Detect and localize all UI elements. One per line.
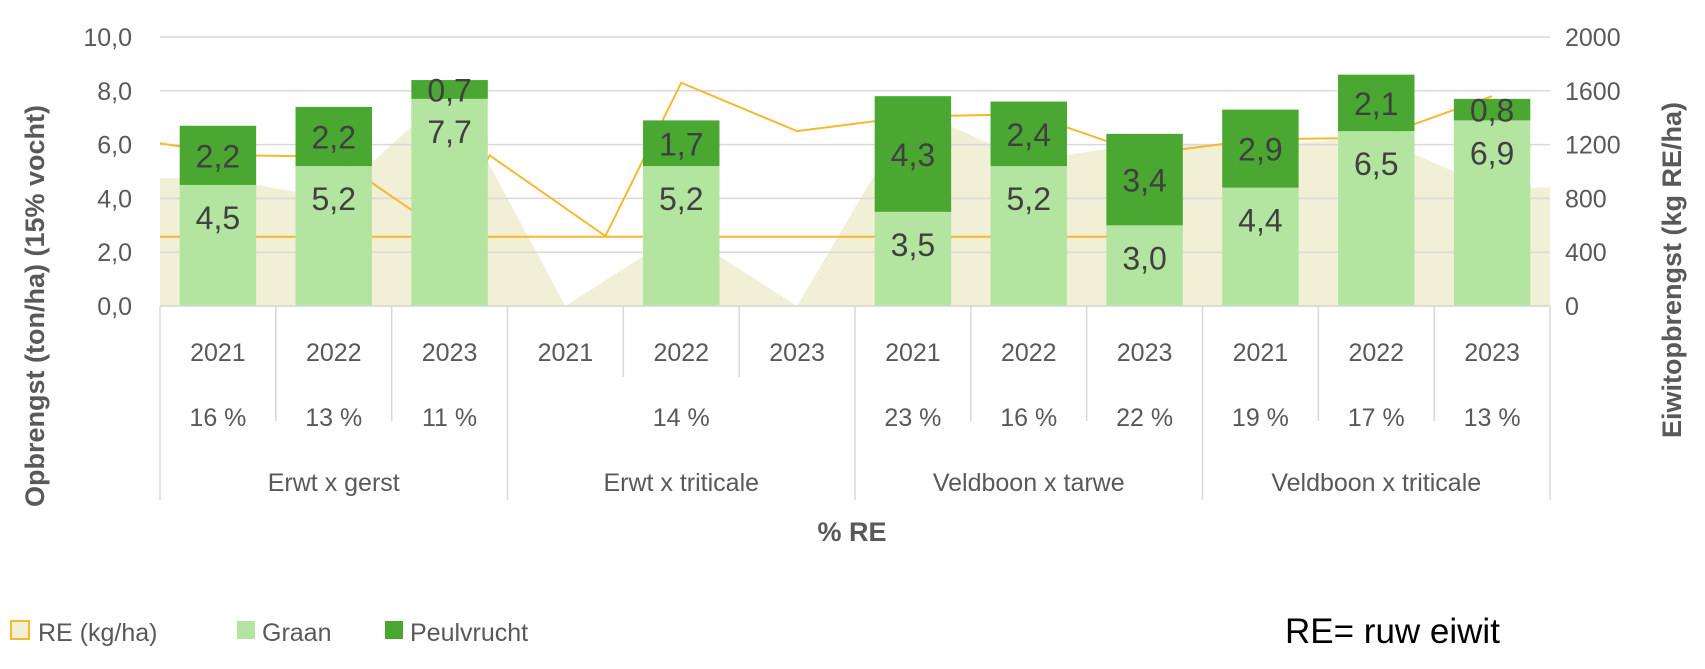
bar-peulvrucht — [1453, 98, 1531, 121]
data-label-graan: 6,5 — [1354, 146, 1398, 182]
year-tick-label: 2023 — [1117, 339, 1173, 367]
bar-graan — [1338, 131, 1415, 306]
year-tick-label: 2021 — [1233, 339, 1289, 367]
bar-peulvrucht — [643, 120, 720, 167]
year-tick-label: 2023 — [422, 339, 478, 367]
y-left-tick-label: 4,0 — [97, 185, 132, 213]
bar-peulvrucht — [990, 101, 1067, 167]
data-label-peulvrucht: 3,4 — [1122, 163, 1166, 199]
y-right-tick-label: 800 — [1565, 185, 1607, 213]
bar-peulvrucht — [1338, 74, 1415, 132]
group-tick-label: Erwt x gerst — [268, 469, 400, 497]
re-percent-label: 13 % — [1464, 404, 1521, 432]
bar-graan — [411, 98, 488, 307]
legend-swatch-graan — [237, 621, 255, 639]
data-label-peulvrucht: 2,2 — [196, 138, 240, 174]
bar-peulvrucht — [874, 96, 952, 212]
legend-swatch-re — [10, 620, 30, 640]
re-percent-label: 17 % — [1348, 404, 1405, 432]
year-tick-label: 2021 — [190, 339, 246, 367]
y-left-tick-label: 6,0 — [97, 132, 132, 160]
y-right-tick-label: 1200 — [1565, 132, 1621, 160]
x-axis-title: % RE — [817, 517, 886, 547]
year-tick-label: 2022 — [1348, 339, 1404, 367]
y-right-tick-label: 2000 — [1565, 24, 1621, 52]
bar-graan — [295, 166, 372, 306]
group-tick-label: Veldboon x triticale — [1271, 469, 1481, 497]
data-label-peulvrucht: 2,4 — [1007, 117, 1051, 153]
y-axis-left-title: Opbrengst (ton/ha) (15% vocht) — [20, 105, 50, 507]
re-percent-label: 16 % — [189, 404, 246, 432]
legend-swatch-peulvrucht — [385, 621, 403, 639]
y-left-tick-label: 10,0 — [83, 24, 132, 52]
axes-layer: 0,0 2,0 4,0 6,0 8,0 10,0 0 400 800 1200 1600 2000 20… — [83, 24, 1621, 500]
y-left-tick-label: 2,0 — [97, 239, 132, 267]
bar-graan — [1106, 225, 1183, 306]
data-label-graan: 5,2 — [312, 181, 356, 217]
re-percent-label: 11 % — [422, 404, 477, 432]
legend-label-re: RE (kg/ha) — [38, 619, 157, 647]
y-right-tick-label: 1600 — [1565, 78, 1621, 106]
data-label-graan: 5,2 — [659, 181, 703, 217]
abbreviation-note: RE= ruw eiwit — [1285, 612, 1500, 651]
data-label-peulvrucht: 0,8 — [1470, 93, 1514, 129]
year-tick-label: 2023 — [769, 339, 825, 367]
legend: RE (kg/ha) Graan Peulvrucht — [10, 619, 528, 647]
y-left-tick-label: 0,0 — [97, 293, 132, 321]
y-left-tick-label: 8,0 — [97, 78, 132, 106]
bar-graan — [1222, 187, 1299, 306]
year-tick-label: 2022 — [306, 339, 362, 367]
data-label-peulvrucht: 2,1 — [1354, 86, 1398, 122]
year-tick-label: 2022 — [1001, 339, 1057, 367]
data-label-graan: 3,5 — [891, 227, 935, 263]
year-tick-label: 2023 — [1464, 339, 1520, 367]
re-percent-label: 14 % — [653, 404, 710, 432]
bar-peulvrucht — [1222, 109, 1299, 188]
year-tick-label: 2022 — [653, 339, 709, 367]
re-percent-label: 19 % — [1232, 404, 1289, 432]
data-label-peulvrucht: 4,3 — [891, 137, 935, 173]
year-tick-label: 2021 — [885, 339, 941, 367]
bar-graan — [990, 166, 1067, 306]
group-tick-label: Erwt x triticale — [603, 469, 759, 497]
data-label-graan: 6,9 — [1470, 135, 1514, 171]
data-label-graan: 7,7 — [427, 114, 471, 150]
re-line — [159, 81, 1493, 238]
bar-peulvrucht — [411, 80, 488, 99]
y-axis-right-title: Eiwitopbrengst (kg RE/ha) — [1657, 102, 1687, 438]
re-percent-label: 16 % — [1000, 404, 1057, 432]
y-right-tick-label: 0 — [1565, 293, 1579, 321]
bar-peulvrucht — [179, 125, 257, 185]
data-label-peulvrucht: 0,7 — [427, 72, 471, 108]
group-tick-label: Veldboon x tarwe — [933, 469, 1125, 497]
re-percent-label: 22 % — [1116, 404, 1173, 432]
year-tick-label: 2021 — [538, 339, 594, 367]
bar-graan — [643, 166, 720, 306]
data-label-graan: 4,5 — [196, 200, 240, 236]
re-percent-label: 23 % — [884, 404, 941, 432]
data-label-graan: 5,2 — [1007, 181, 1051, 217]
bar-peulvrucht — [1106, 133, 1183, 226]
bar-graan — [874, 211, 952, 306]
y-right-tick-label: 400 — [1565, 239, 1607, 267]
data-label-peulvrucht: 1,7 — [659, 126, 703, 162]
bar-graan — [1453, 120, 1531, 306]
data-label-peulvrucht: 2,2 — [312, 120, 356, 156]
legend-label-peulvrucht: Peulvrucht — [410, 619, 528, 647]
re-percent-label: 13 % — [305, 404, 362, 432]
legend-label-graan: Graan — [262, 619, 331, 647]
bar-graan — [179, 184, 257, 306]
data-label-graan: 4,4 — [1238, 203, 1282, 239]
bar-peulvrucht — [295, 106, 372, 167]
bars-layer: 4,5 2,2 5,2 2,2 7,7 0,7 5,2 1,7 3,5 4,3 5,2 2,4 3,0 3… — [179, 72, 1531, 307]
data-label-peulvrucht: 2,9 — [1238, 132, 1282, 168]
data-label-graan: 3,0 — [1122, 240, 1166, 276]
